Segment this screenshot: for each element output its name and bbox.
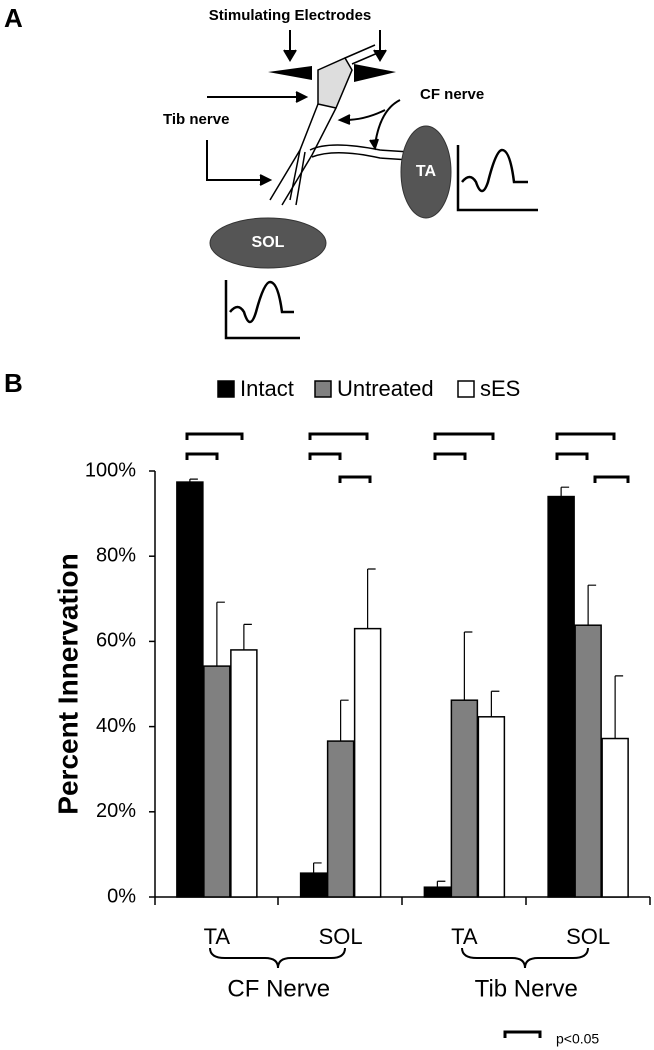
y-tick-label: 100% <box>85 459 136 481</box>
error-bar <box>587 584 597 626</box>
group-braces <box>209 947 589 969</box>
error-bar <box>614 675 624 739</box>
ta-label: TA <box>416 163 437 180</box>
panel-label: A <box>4 3 23 33</box>
error-bar <box>216 601 225 667</box>
y-tick-label: 0% <box>107 885 136 907</box>
cf-label: CF nerve <box>420 86 484 103</box>
x-tick-label: TA <box>451 924 478 949</box>
bar <box>574 624 602 898</box>
group-label: Tib Nerve <box>475 975 578 1002</box>
error-bar <box>340 699 349 742</box>
error-bar <box>463 631 473 701</box>
ta-muscle <box>400 125 452 219</box>
bar <box>203 665 231 898</box>
legend-label: Untreated <box>337 376 434 401</box>
panel-label: B <box>4 368 23 398</box>
legend-swatch <box>314 380 332 398</box>
error-bar <box>436 880 446 888</box>
panel-a: A Stimulating Electrodes Tib nerve CF ne… <box>4 3 538 340</box>
x-tick-label: SOL <box>566 924 610 949</box>
bar <box>477 716 506 898</box>
nerve <box>269 44 411 206</box>
error-bar <box>189 478 198 483</box>
bar <box>353 627 382 898</box>
waveforms <box>224 145 538 340</box>
y-axis-label: Percent Innervation <box>52 553 83 814</box>
error-bar <box>313 862 322 874</box>
sol-muscle <box>209 217 327 269</box>
bar <box>450 699 479 898</box>
electrode <box>268 66 312 80</box>
bar <box>326 740 355 898</box>
significance-brackets <box>185 432 630 1038</box>
legend-swatch <box>217 380 235 398</box>
legend-label: sES <box>480 376 520 401</box>
legend-swatch <box>457 380 475 398</box>
sol-label: SOL <box>252 234 285 251</box>
electrodes-label: Stimulating Electrodes <box>209 7 372 24</box>
y-tick-label: 60% <box>96 630 136 652</box>
bar <box>299 872 328 898</box>
electrode <box>354 64 396 82</box>
legend-label: Intact <box>240 376 294 401</box>
bar <box>176 481 204 898</box>
y-tick-label: 80% <box>96 544 136 566</box>
x-tick-label: TA <box>204 924 231 949</box>
x-tick-label: SOL <box>319 924 363 949</box>
y-tick-label: 40% <box>96 715 136 737</box>
bar <box>423 886 452 898</box>
error-bar <box>367 568 376 629</box>
group-label: CF Nerve <box>227 975 330 1002</box>
bar <box>547 495 575 898</box>
annotation: p<0.05 <box>556 1031 599 1047</box>
tib-label: Tib nerve <box>163 111 229 128</box>
bar <box>601 737 629 898</box>
error-bar <box>243 623 252 650</box>
y-tick-label: 20% <box>96 800 136 822</box>
bar <box>230 649 258 898</box>
error-bar <box>490 690 500 717</box>
error-bar <box>560 486 570 497</box>
